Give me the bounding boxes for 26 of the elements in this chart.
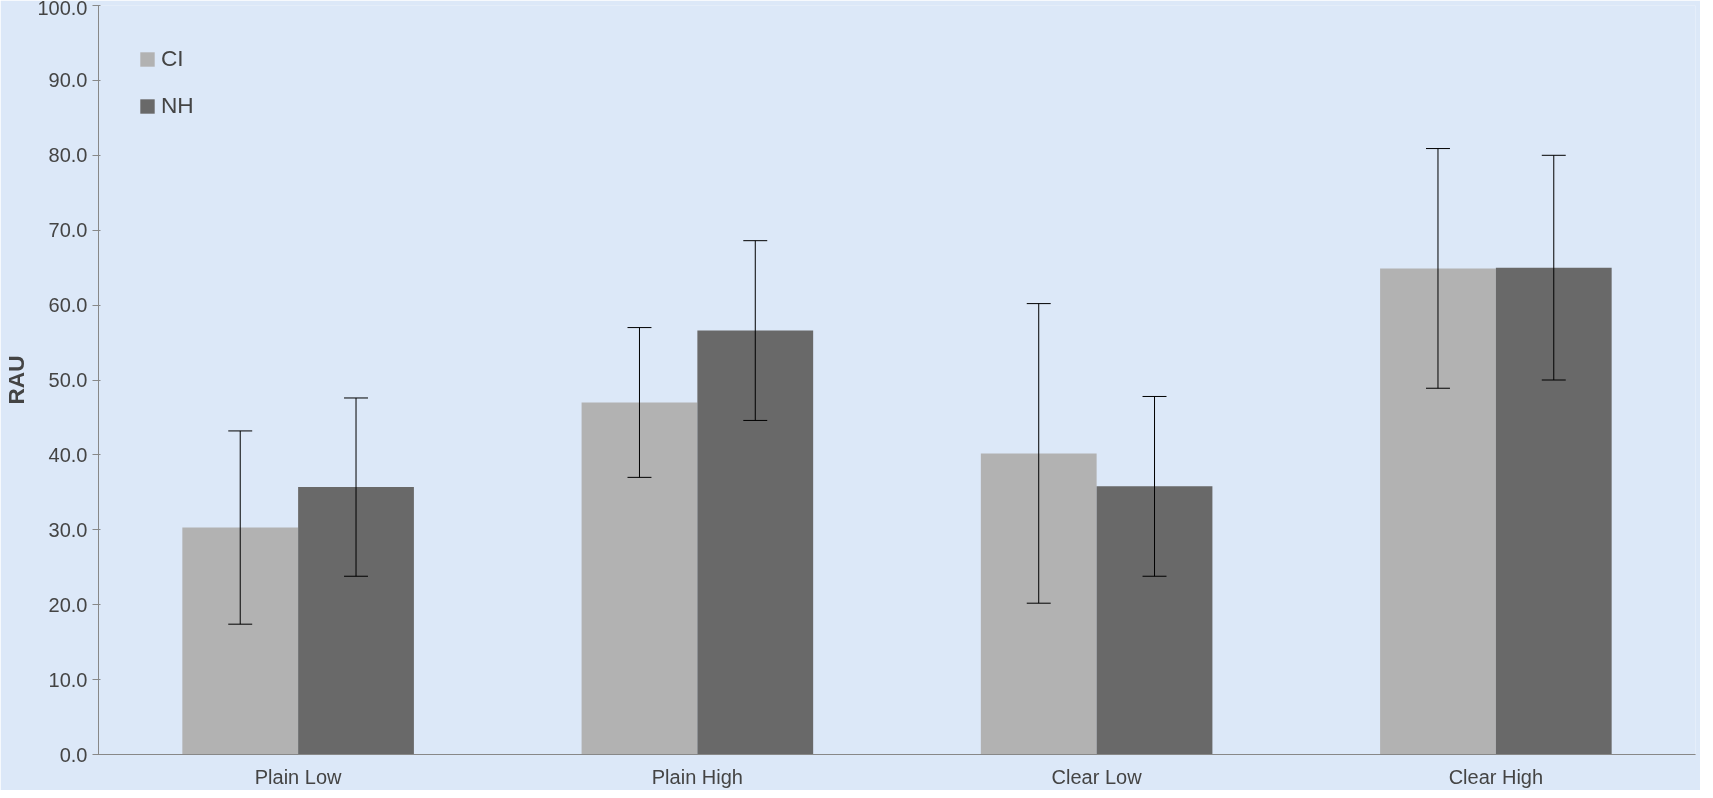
- y-tick-label: 100.0: [37, 0, 88, 19]
- legend-label: CI: [161, 45, 184, 72]
- y-tick-label: 10.0: [48, 668, 88, 691]
- bar: [298, 487, 414, 755]
- x-tick-label: Plain Low: [254, 765, 343, 788]
- legend-label: NH: [161, 92, 194, 119]
- y-tick-label: 0.0: [59, 743, 88, 766]
- bar: [182, 527, 299, 755]
- y-tick-label: 70.0: [48, 219, 88, 242]
- x-tick-label: Plain High: [651, 765, 743, 788]
- y-tick-label: 80.0: [48, 144, 88, 167]
- y-tick-label: 20.0: [48, 593, 88, 616]
- bar: [1495, 267, 1612, 755]
- y-axis-title: RAU: [3, 355, 30, 405]
- x-tick-label: Clear High: [1448, 765, 1544, 788]
- bar: [980, 453, 1097, 755]
- bar: [1096, 486, 1213, 755]
- bar: [581, 402, 698, 755]
- bar: [1380, 268, 1496, 755]
- y-tick-label: 40.0: [48, 443, 88, 466]
- y-tick-label: 50.0: [48, 369, 88, 391]
- bar: [697, 330, 814, 755]
- y-tick-label: 30.0: [48, 518, 88, 541]
- y-tick-label: 60.0: [48, 294, 88, 317]
- x-tick-label: Clear Low: [1051, 765, 1143, 788]
- y-tick-label: 90.0: [48, 69, 88, 92]
